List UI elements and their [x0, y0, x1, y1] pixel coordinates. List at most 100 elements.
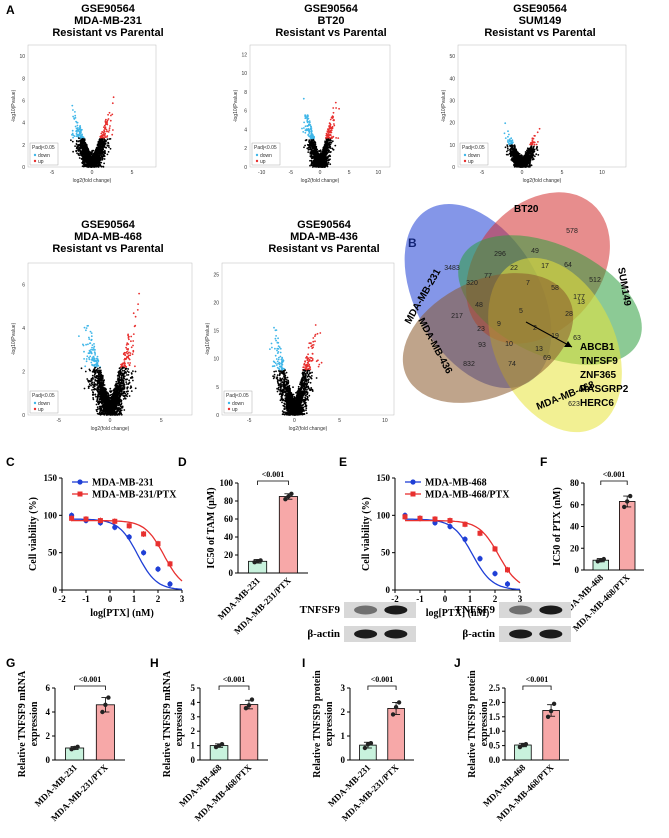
volcano-point [75, 133, 78, 135]
volcano-title-dataset: GSE90564 [513, 3, 568, 15]
volcano-point [73, 135, 76, 138]
panel-letter-J: J [454, 656, 461, 670]
volcano-point [327, 159, 330, 161]
volcano-point [313, 161, 315, 164]
volcano-point [107, 118, 110, 120]
volcano-point [531, 158, 534, 161]
volcano-point [316, 157, 319, 160]
volcano-point [86, 158, 89, 161]
volcano-point [92, 152, 95, 155]
volcano-point [99, 140, 101, 143]
volcano-point [331, 117, 334, 119]
volcano-point [506, 150, 508, 153]
volcano-point [330, 136, 333, 139]
volcano-point [100, 149, 103, 152]
volcano-point [328, 149, 330, 152]
volcano-point [303, 146, 305, 149]
volcano-x-tick: 10 [376, 170, 382, 176]
volcano-point [538, 127, 541, 130]
volcano-point [74, 111, 76, 113]
volcano-point [316, 160, 319, 163]
volcano-y-tick: 4 [22, 121, 25, 127]
volcano-point [104, 132, 106, 135]
panel-letter-A: A [6, 3, 15, 17]
volcano-point [103, 145, 105, 148]
volcano-point [305, 129, 308, 132]
volcano-point [507, 135, 509, 138]
volcano-point [535, 153, 538, 156]
volcano-y-tick: 6 [22, 98, 25, 104]
volcano-point [106, 144, 109, 147]
volcano-y-tick: 0 [22, 165, 25, 171]
volcano-point [335, 107, 337, 109]
volcano-point [334, 101, 337, 104]
volcano-point [307, 133, 310, 136]
volcano-point [111, 113, 114, 116]
volcano-point [325, 137, 327, 139]
volcano-point [101, 158, 104, 161]
volcano-point [81, 133, 83, 136]
volcano-point [533, 141, 536, 144]
panel-letter-E: E [339, 455, 347, 469]
volcano-point [91, 158, 94, 161]
volcano-point [313, 136, 315, 139]
volcano-point [75, 139, 78, 142]
volcano-x-tick: -10 [258, 170, 265, 176]
panel-letter-H: H [150, 656, 159, 670]
volcano-point [104, 126, 107, 129]
volcano-point [327, 156, 330, 158]
volcano-y-label: -log10(Pvalue) [233, 89, 239, 122]
volcano-point [80, 146, 83, 149]
volcano-point [309, 141, 312, 143]
volcano-point [87, 162, 89, 164]
volcano-point [78, 154, 81, 157]
volcano-point [330, 151, 332, 153]
volcano-point [84, 143, 87, 146]
volcano-point [85, 154, 88, 157]
panel-letter-G: G [6, 656, 15, 670]
volcano-point [100, 146, 103, 149]
volcano-point [514, 146, 516, 149]
volcano-point [310, 164, 313, 167]
volcano-point [82, 146, 85, 149]
volcano-point [537, 141, 539, 143]
volcano-point [325, 141, 327, 144]
volcano-point [531, 140, 534, 142]
volcano-point [75, 149, 78, 152]
volcano-point [338, 107, 340, 110]
volcano-point [305, 139, 307, 142]
volcano-point [319, 153, 322, 155]
volcano-point [97, 157, 100, 160]
volcano-point [528, 149, 531, 151]
volcano-point [512, 154, 515, 157]
volcano-point [111, 133, 114, 136]
volcano-y-label: -log10(Pvalue) [11, 89, 17, 122]
volcano-point [324, 160, 326, 163]
volcano-point [103, 124, 106, 127]
volcano-point [318, 150, 320, 152]
volcano-point [322, 151, 325, 154]
volcano-point [325, 152, 328, 155]
volcano-point [106, 136, 108, 138]
volcano-title-dataset: GSE90564 [304, 3, 359, 15]
volcano-point [106, 123, 109, 126]
volcano-point [89, 158, 91, 161]
volcano-point [91, 164, 94, 167]
volcano-point [329, 118, 332, 121]
volcano-point [536, 131, 539, 134]
volcano-point [532, 153, 534, 156]
volcano-point [532, 146, 535, 149]
volcano-point [107, 142, 110, 145]
volcano-point [107, 131, 110, 133]
volcano-y-tick: 10 [241, 71, 247, 77]
volcano-x-tick: 5 [348, 170, 351, 176]
volcano-y-tick: 2 [22, 143, 25, 149]
volcano-point [81, 149, 84, 152]
volcano-point [93, 158, 96, 160]
volcano-point [95, 148, 97, 151]
volcano-point [328, 154, 331, 157]
volcano-point [311, 147, 314, 150]
volcano-y-tick: 8 [22, 76, 25, 82]
volcano-point [337, 137, 340, 140]
volcano-point [308, 148, 311, 151]
